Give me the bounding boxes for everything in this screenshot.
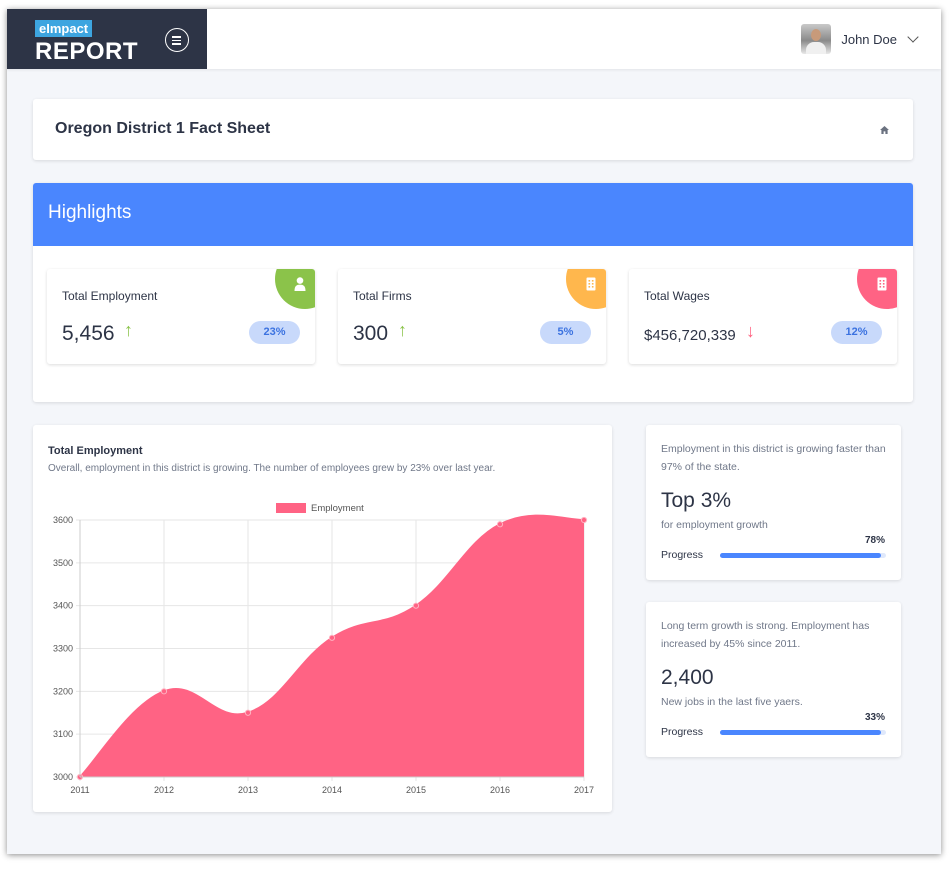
building-icon [877,277,887,291]
progress-fill [720,553,882,558]
data-point [412,602,420,609]
user-icon [294,277,306,291]
home-icon[interactable] [880,126,889,134]
insight-value: 2,400 [661,666,714,689]
stat-value: $456,720,339 [644,327,736,344]
stat-label: Total Wages [644,289,710,303]
data-point [244,709,252,716]
x-tick-label: 2015 [406,785,426,795]
stat-label: Total Firms [353,289,412,303]
progress-label: Progress [661,726,704,738]
insight-card-growth-rank: Employment in this district is growing f… [646,425,901,580]
progress-percent: 33% [864,712,885,723]
y-tick-label: 3000 [53,772,73,782]
x-tick-label: 2016 [490,785,510,795]
trend-down-icon: ↓ [746,321,755,341]
progress-bar [720,730,886,735]
progress-percent: 78% [864,535,885,546]
stat-label: Total Employment [62,289,158,303]
change-badge: 5% [540,321,591,344]
insight-card-new-jobs: Long term growth is strong. Employment h… [646,602,901,757]
trend-up-icon: ↑ [124,320,133,340]
highlights-panel: Highlights Total Employment 5,456 ↑ 23% … [33,183,913,402]
stat-card-total-firms[interactable]: Total Firms 300 ↑ 5% [338,269,606,364]
menu-toggle-icon[interactable] [165,28,189,52]
insight-text: Long term growth is strong. Employment h… [661,620,870,650]
app-window: eImpact REPORT John Doe Oregon District … [7,9,941,854]
progress-label: Progress [661,549,704,561]
data-point [496,521,504,528]
x-tick-label: 2011 [70,785,89,795]
stat-value: 300 [353,322,389,345]
employment-area-chart: 3000 3100 3200 3300 3400 3500 3600 2011 2012 2013… [53,503,594,795]
legend-label: Employment [311,503,364,514]
data-point [160,688,168,695]
y-tick-label: 3200 [53,686,73,696]
x-tick-label: 2014 [322,785,342,795]
y-tick-label: 3400 [53,601,73,611]
highlights-header: Highlights [33,183,913,246]
data-point [328,634,336,641]
insight-text: Employment in this district is growing f… [661,443,886,473]
insight-subtext: New jobs in the last five yaers. [661,696,803,708]
x-tick-label: 2013 [238,785,258,795]
highlights-title: Highlights [48,202,132,223]
progress-fill [720,730,882,735]
stat-value: 5,456 [62,322,115,345]
chart-title: Total Employment [48,445,143,457]
brand-tag: eImpact [35,20,93,37]
avatar [801,24,832,54]
page-title-card: Oregon District 1 Fact Sheet [33,99,913,160]
y-tick-label: 3500 [53,558,73,568]
y-tick-label: 3600 [53,515,73,525]
top-bar: eImpact REPORT John Doe [7,9,941,69]
brand-name: REPORT [35,38,139,65]
x-tick-label: 2012 [154,785,174,795]
stat-card-total-employment[interactable]: Total Employment 5,456 ↑ 23% [47,269,315,364]
stat-card-total-wages[interactable]: Total Wages $456,720,339 ↓ 12% [629,269,897,364]
chart-description: Overall, employment in this district is … [48,463,496,474]
employment-area [80,515,584,777]
y-tick-label: 3300 [53,644,73,654]
legend-swatch [276,503,306,513]
brand-logo[interactable]: eImpact REPORT [7,9,207,69]
user-menu[interactable]: John Doe [801,23,919,55]
y-tick-label: 3100 [53,729,73,739]
trend-up-icon: ↑ [398,320,407,340]
change-badge: 23% [249,321,300,344]
employment-chart-card: 3000 3100 3200 3300 3400 3500 3600 2011 2012 2013… [33,425,612,812]
x-tick-label: 2017 [574,785,594,795]
building-icon [586,277,596,291]
insight-subtext: for employment growth [661,519,768,531]
page-title: Oregon District 1 Fact Sheet [55,120,271,137]
chevron-down-icon[interactable] [907,30,919,43]
change-badge: 12% [831,321,882,344]
user-name: John Doe [841,31,897,47]
data-point [580,516,588,524]
progress-bar [720,553,886,558]
insight-value: Top 3% [661,489,732,512]
